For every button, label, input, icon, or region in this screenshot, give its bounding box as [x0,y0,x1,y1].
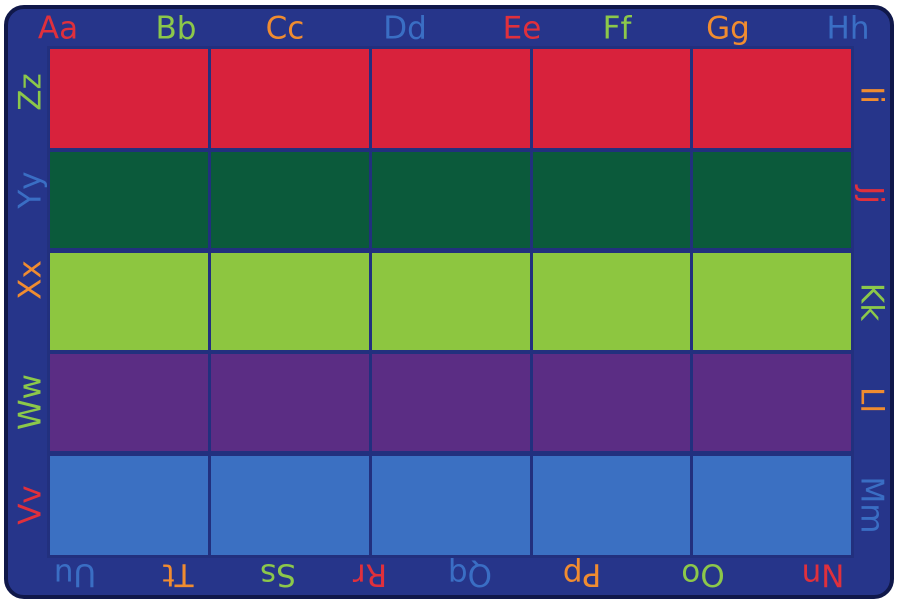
border-letter: Tt [162,557,194,593]
border-letter: Nn [802,557,845,593]
grid-cell [533,49,690,148]
border-letter: Vv [13,485,49,525]
border-letter: Ee [503,11,542,47]
grid [50,49,851,555]
border-letter: Yy [13,171,49,209]
border-letter: Aa [38,11,78,47]
grid-cell [533,354,690,451]
grid-cell [50,253,208,350]
grid-cell [50,152,208,248]
grid-cell [372,152,530,248]
grid-cell [211,152,369,248]
grid-cell [50,354,208,451]
grid-cell [211,456,369,555]
border-letter: Ss [260,557,296,593]
border-letter: Uu [54,557,96,593]
border-letter: Gg [706,11,750,47]
grid-cell [693,456,851,555]
border-letter: Oo [681,557,724,593]
grid-cell [211,253,369,350]
border-letter: Pp [563,557,601,593]
grid-cell [50,456,208,555]
border-letter: Kk [854,283,890,321]
border-letter: Ff [603,11,633,47]
border-letter: Rr [353,557,388,593]
border-letter: Ww [13,374,49,430]
border-letter: Ii [854,86,890,104]
grid-cell [533,152,690,248]
grid-cell [693,152,851,248]
grid-cell [372,49,530,148]
grid-cell [372,354,530,451]
grid-cell [211,49,369,148]
grid-cell [693,253,851,350]
grid-cell [372,253,530,350]
grid-cell [533,253,690,350]
border-letter: Mm [854,477,890,534]
border-letter: Dd [383,11,427,47]
border-letter: Bb [156,11,197,47]
border-letter: Jj [854,184,890,204]
grid-cell [50,49,208,148]
grid-cell [693,49,851,148]
border-letter: Hh [827,11,870,47]
border-letter: Zz [13,73,49,111]
border-letter: Xx [13,260,49,300]
border-letter: Ll [854,387,890,413]
grid-cell [211,354,369,451]
grid-cell [693,354,851,451]
grid-cell [372,456,530,555]
border-letter: Cc [266,11,305,47]
border-letter: Qq [448,557,492,593]
grid-cell [533,456,690,555]
